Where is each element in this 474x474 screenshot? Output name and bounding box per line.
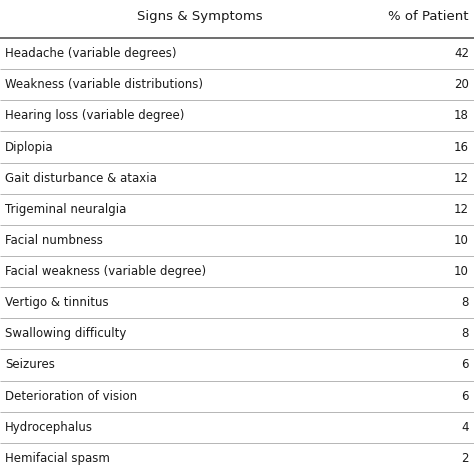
- Text: 8: 8: [462, 296, 469, 309]
- Text: 18: 18: [454, 109, 469, 122]
- Text: 4: 4: [462, 421, 469, 434]
- Text: 10: 10: [454, 234, 469, 247]
- Text: 12: 12: [454, 203, 469, 216]
- Text: 2: 2: [462, 452, 469, 465]
- Text: Hemifacial spasm: Hemifacial spasm: [5, 452, 110, 465]
- Text: Facial numbness: Facial numbness: [5, 234, 103, 247]
- Text: Weakness (variable distributions): Weakness (variable distributions): [5, 78, 203, 91]
- Text: Hearing loss (variable degree): Hearing loss (variable degree): [5, 109, 184, 122]
- Text: 12: 12: [454, 172, 469, 185]
- Text: Headache (variable degrees): Headache (variable degrees): [5, 47, 176, 60]
- Text: Gait disturbance & ataxia: Gait disturbance & ataxia: [5, 172, 157, 185]
- Text: 6: 6: [462, 358, 469, 372]
- Text: Swallowing difficulty: Swallowing difficulty: [5, 328, 127, 340]
- Text: 8: 8: [462, 328, 469, 340]
- Text: Trigeminal neuralgia: Trigeminal neuralgia: [5, 203, 127, 216]
- Text: 20: 20: [454, 78, 469, 91]
- Text: Facial weakness (variable degree): Facial weakness (variable degree): [5, 265, 206, 278]
- Text: % of Patient: % of Patient: [389, 10, 469, 23]
- Text: Hydrocephalus: Hydrocephalus: [5, 421, 93, 434]
- Text: 6: 6: [462, 390, 469, 402]
- Text: 10: 10: [454, 265, 469, 278]
- Text: Deterioration of vision: Deterioration of vision: [5, 390, 137, 402]
- Text: Vertigo & tinnitus: Vertigo & tinnitus: [5, 296, 109, 309]
- Text: 16: 16: [454, 140, 469, 154]
- Text: Diplopia: Diplopia: [5, 140, 54, 154]
- Text: Signs & Symptoms: Signs & Symptoms: [137, 10, 263, 23]
- Text: 42: 42: [454, 47, 469, 60]
- Text: Seizures: Seizures: [5, 358, 55, 372]
